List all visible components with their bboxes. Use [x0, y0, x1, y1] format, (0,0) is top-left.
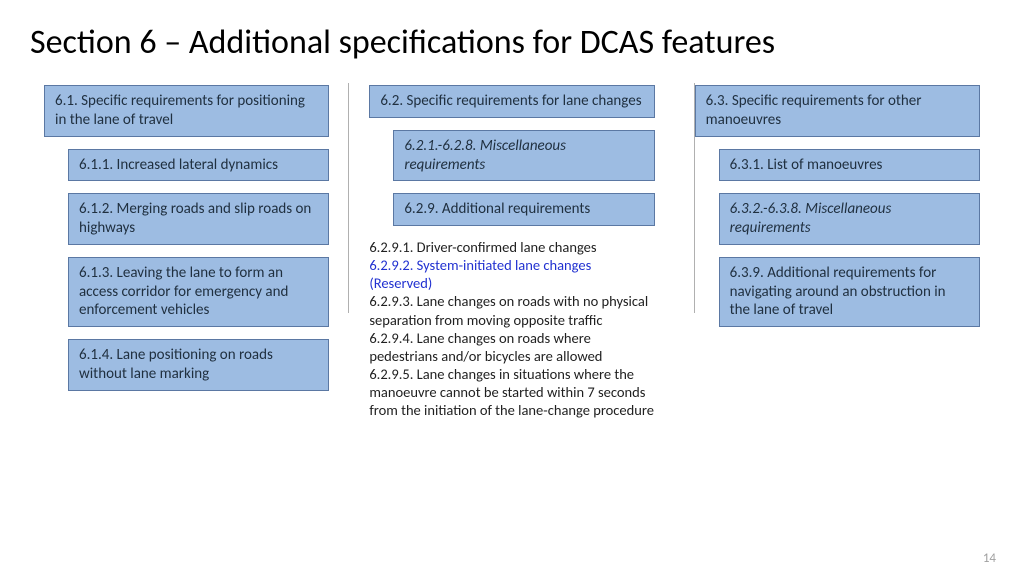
columns-container: 6.1. Specific requirements for positioni…: [0, 73, 1024, 419]
col3-item-3: 6.3.9. Additional requirements for navig…: [719, 257, 980, 327]
col1-item-4: 6.1.4. Lane positioning on roads without…: [68, 339, 329, 391]
sublist-line-1: 6.2.9.1. Driver-confirmed lane changes: [369, 238, 654, 256]
sublist-line-4: 6.2.9.4. Lane changes on roads where ped…: [369, 329, 654, 365]
col3-item-2: 6.3.2.-6.3.8. Miscellaneous requirements: [719, 193, 980, 245]
sublist-line-3: 6.2.9.3. Lane changes on roads with no p…: [369, 292, 654, 328]
col3-header: 6.3. Specific requirements for other man…: [695, 85, 980, 137]
page-title: Section 6 – Additional specifications fo…: [0, 0, 1024, 73]
col2-item-2: 6.2.9. Additional requirements: [393, 193, 654, 226]
col2-header: 6.2. Specific requirements for lane chan…: [369, 85, 654, 118]
col1-item-3: 6.1.3. Leaving the lane to form an acces…: [68, 257, 329, 327]
page-number: 14: [983, 551, 996, 566]
col3-item-1: 6.3.1. List of manoeuvres: [719, 149, 980, 182]
sublist-line-5: 6.2.9.5. Lane changes in situations wher…: [369, 365, 654, 419]
col1-item-2: 6.1.2. Merging roads and slip roads on h…: [68, 193, 329, 245]
col2-item-1: 6.2.1.-6.2.8. Miscellaneous requirements: [393, 130, 654, 182]
sublist-line-2-reserved: 6.2.9.2. System-initiated lane changes (…: [369, 256, 654, 292]
col2-sublist: 6.2.9.1. Driver-confirmed lane changes 6…: [369, 238, 654, 419]
col1-item-1: 6.1.1. Increased lateral dynamics: [68, 149, 329, 182]
column-3: 6.3. Specific requirements for other man…: [675, 85, 1000, 419]
column-2: 6.2. Specific requirements for lane chan…: [349, 85, 674, 419]
col1-header: 6.1. Specific requirements for positioni…: [44, 85, 329, 137]
column-1: 6.1. Specific requirements for positioni…: [24, 85, 349, 419]
